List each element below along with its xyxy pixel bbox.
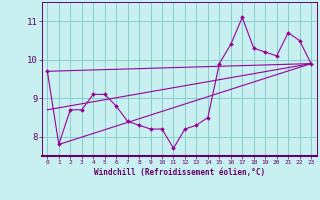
X-axis label: Windchill (Refroidissement éolien,°C): Windchill (Refroidissement éolien,°C) <box>94 168 265 177</box>
